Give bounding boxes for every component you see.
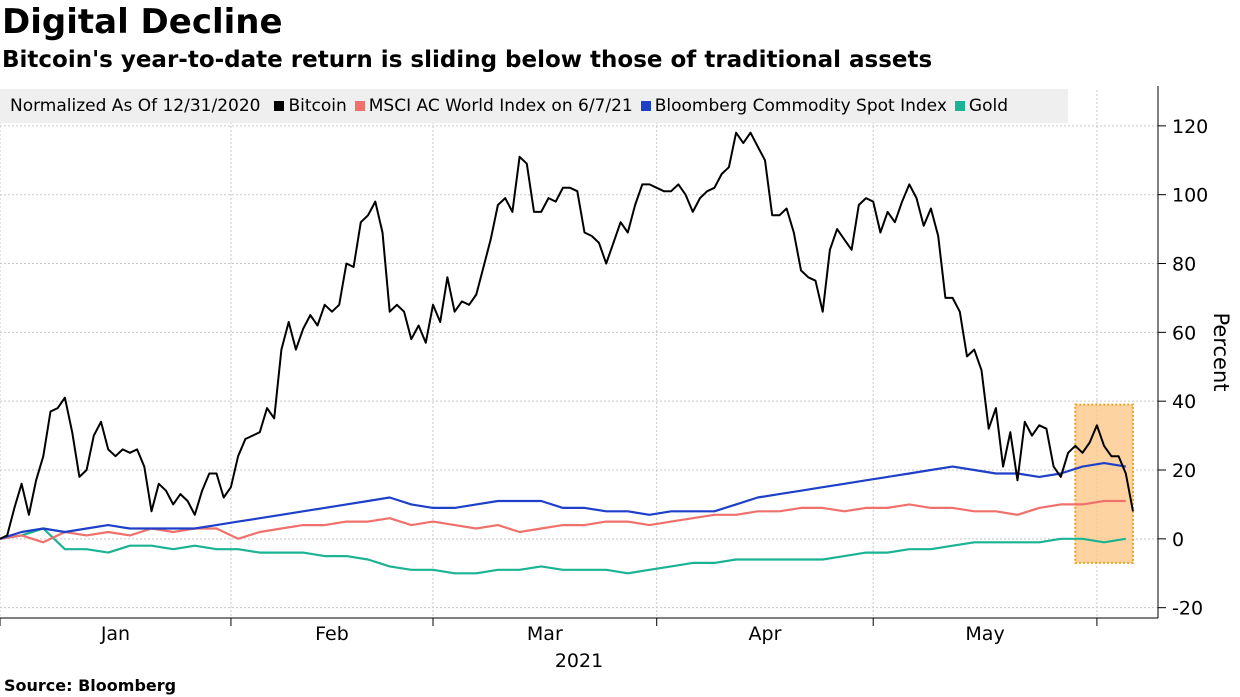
legend: Normalized As Of 12/31/2020 Bitcoin MSCI…: [0, 89, 1068, 123]
chart-subtitle: Bitcoin's year-to-date return is sliding…: [2, 47, 933, 73]
x-axis-year-label: 2021: [555, 650, 603, 672]
series-line-bloomberg-commodity-spot-index: [0, 462, 1126, 540]
highlight-box: [1074, 403, 1134, 564]
y-tick-label: 80: [1172, 254, 1196, 276]
x-tick-label: Apr: [749, 623, 782, 645]
legend-item-gold: Gold: [954, 96, 1008, 116]
highlight-layer: [1074, 403, 1134, 564]
y-tick-label: 60: [1172, 322, 1196, 344]
series-line-gold: [0, 527, 1126, 575]
x-tick-label: Feb: [315, 623, 349, 645]
series-layer: [0, 131, 1134, 575]
legend-swatch-commodity: [640, 101, 651, 111]
gridlines: [0, 90, 1158, 618]
legend-label-msci: MSCI AC World Index on 6/7/21: [368, 96, 633, 116]
x-tick-label: Jan: [100, 623, 130, 645]
y-tick-label: 40: [1172, 391, 1196, 413]
chart-title: Digital Decline: [2, 2, 283, 42]
legend-swatch-gold: [954, 101, 965, 111]
legend-label-bitcoin: Bitcoin: [288, 96, 347, 116]
legend-item-bitcoin: Bitcoin: [274, 96, 347, 116]
y-tick-label: -20: [1172, 598, 1203, 620]
legend-swatch-msci: [354, 101, 365, 111]
y-axis-title: Percent: [1209, 312, 1233, 391]
series-line-msci-ac-world-index-on-6-7-21: [0, 499, 1126, 544]
source-note: Source: Bloomberg: [4, 676, 177, 695]
legend-label-gold: Gold: [968, 96, 1008, 116]
x-tick-label: May: [965, 623, 1004, 645]
y-tick-label: 100: [1172, 185, 1208, 207]
legend-item-msci: MSCI AC World Index on 6/7/21: [354, 96, 633, 116]
legend-normalized-label: Normalized As Of 12/31/2020: [10, 96, 261, 116]
y-tick-label: 0: [1172, 529, 1184, 551]
y-tick-label: 20: [1172, 460, 1196, 482]
legend-item-commodity: Bloomberg Commodity Spot Index: [640, 96, 947, 116]
legend-swatch-bitcoin: [274, 101, 285, 111]
x-tick-label: Mar: [527, 623, 563, 645]
legend-label-commodity: Bloomberg Commodity Spot Index: [654, 96, 947, 116]
axes: -20 0 20 40 60 80 100 120 Jan Feb Mar Apr May 2021 Per…: [0, 86, 1233, 672]
series-line-bitcoin: [0, 131, 1134, 540]
y-tick-label: 120: [1172, 116, 1208, 138]
